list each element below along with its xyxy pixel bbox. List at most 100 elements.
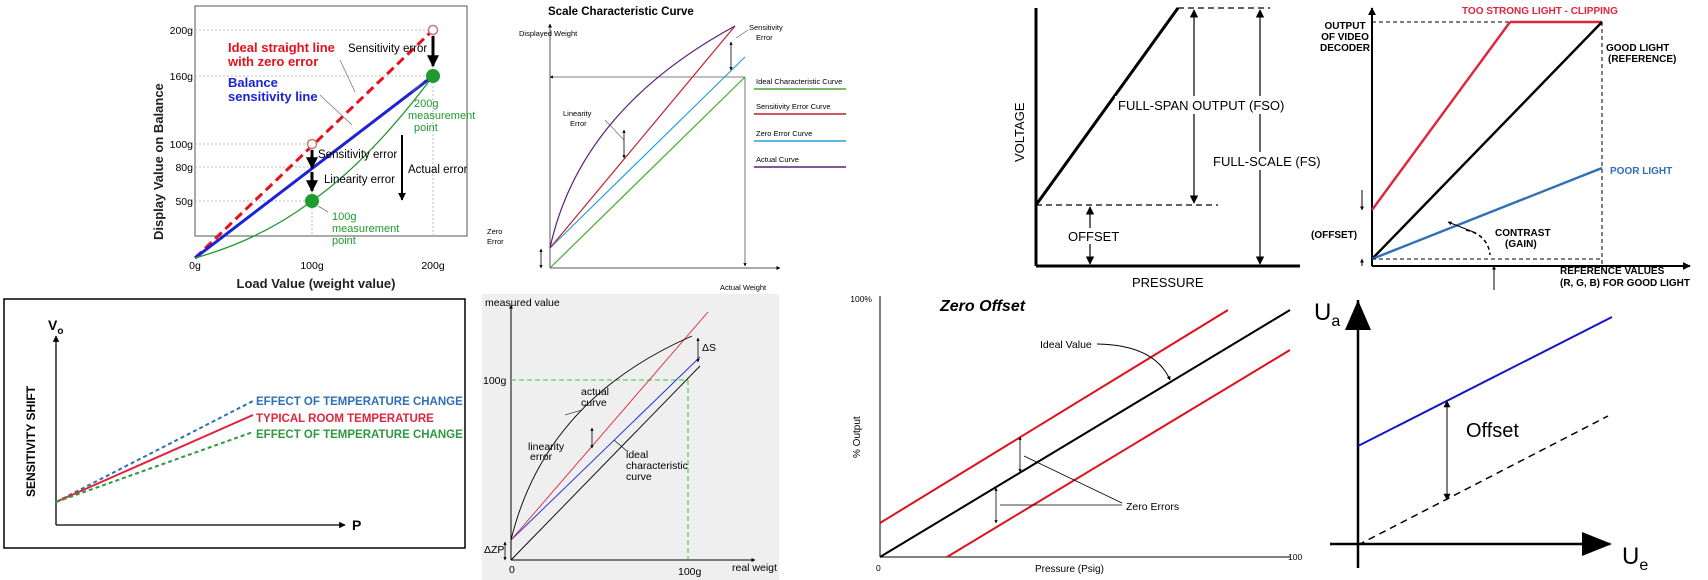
scale-zero-error-label: Zero — [487, 227, 502, 236]
scale-zero-error-label: Error — [487, 237, 504, 246]
good-light-label: (REFERENCE) — [1608, 54, 1676, 65]
balance-xlabel: Load Value (weight value) — [237, 276, 396, 291]
scale-linearity-error-label: Linearity — [563, 109, 592, 118]
fso-label: FULL-SPAN OUTPUT (FSO) — [1118, 98, 1284, 113]
legend-item-zero: Zero Error Curve — [756, 129, 812, 138]
good-light-label: GOOD LIGHT — [1606, 43, 1669, 54]
zero-y100: 100% — [850, 294, 872, 304]
zero-errors-label: Zero Errors — [1126, 501, 1179, 513]
pt100-leader — [317, 205, 329, 213]
ideal-point-200g — [427, 24, 439, 36]
video-ylabel: OUTPUT — [1324, 21, 1365, 32]
balance-line-label: Balance — [228, 75, 278, 90]
video-xlabel: REFERENCE VALUES — [1560, 266, 1665, 277]
temp-vo-label: Vo — [48, 317, 63, 337]
balance-ytick: 160g — [170, 71, 194, 83]
pt100-label: measurement — [332, 223, 399, 235]
ideal-value-pointer — [1096, 343, 1171, 381]
balance-frame — [194, 5, 468, 237]
pt100-label: point — [332, 235, 356, 247]
zero-offset-title: Zero Offset — [939, 298, 1026, 315]
video-ylabel: OF VIDEO — [1321, 32, 1369, 43]
point-100g — [305, 194, 319, 208]
zero-lower-line — [946, 349, 1291, 558]
measured-xlabel: real weigt — [732, 562, 777, 574]
contrast-label: (GAIN) — [1505, 239, 1537, 250]
zero-xlabel: Pressure (Psig) — [1035, 564, 1104, 575]
measured-actual-label: actual — [581, 386, 609, 398]
ideal-straight-line — [193, 28, 435, 260]
pt100-label: 100g — [332, 211, 356, 223]
panel-video: OUTPUT OF VIDEO DECODER TOO STRONG LIGHT… — [1311, 6, 1691, 290]
voltage-output-line — [1034, 7, 1180, 206]
actual-curve-scale — [549, 25, 736, 249]
point-200g — [426, 69, 440, 83]
voltage-xlabel: PRESSURE — [1132, 275, 1204, 290]
measured-reference-line — [510, 365, 701, 561]
offset-label: Offset — [1466, 420, 1519, 442]
temp-typical-line — [55, 414, 254, 503]
pt200-leader — [411, 79, 426, 93]
scale-linearity-error-label: Error — [570, 119, 587, 128]
scale-ylabel: Displayed Weight — [519, 29, 578, 38]
linearity-error-label: Linearity error — [324, 174, 395, 186]
video-xlabel: (R, G, B) FOR GOOD LIGHT — [1560, 278, 1690, 289]
clipping-line — [1371, 21, 1511, 211]
balance-xtick: 0g — [189, 260, 201, 272]
balance-ytick: 80g — [175, 162, 193, 174]
contrast-label: CONTRAST — [1495, 228, 1551, 239]
zero-x0: 0 — [876, 563, 881, 573]
panel-voltage: VOLTAGE PRESSURE FULL-SPAN OUTPUT (FSO) … — [1012, 7, 1321, 290]
poor-light-label: POOR LIGHT — [1610, 166, 1672, 177]
zero-ylabel: % Output — [852, 416, 863, 458]
ideal-characteristic-curve — [549, 76, 746, 269]
temp-typical-label: TYPICAL ROOM TEMPERATURE — [256, 413, 434, 425]
balance-ylabel: Display Value on Balance — [151, 83, 166, 240]
panel-temp: Vo SENSITIVITY SHIFT P EFFECT OF TEMPERA… — [3, 298, 466, 549]
voltage-ylabel: VOLTAGE — [1012, 102, 1027, 162]
measured-y100: 100g — [483, 375, 507, 387]
panel-measured: measured value real weigt 100g 0 100g ΔS… — [482, 294, 779, 580]
ideal-point-100g — [306, 138, 318, 150]
temp-effect-top-label: EFFECT OF TEMPERATURE CHANGE — [256, 396, 463, 408]
zero-error-curve — [549, 56, 746, 249]
scale-xlabel: Actual Weight — [720, 283, 767, 292]
poor-light-line — [1371, 166, 1603, 261]
zero-x100: 100 — [1288, 552, 1302, 562]
panel-scale: Scale Characteristic Curve Displayed Wei… — [487, 6, 846, 292]
pt200-label: point — [414, 122, 438, 134]
measured-ideal-label: ideal — [626, 449, 648, 461]
fs-label: FULL-SCALE (FS) — [1213, 154, 1321, 169]
temp-effect-bottom-label: EFFECT OF TEMPERATURE CHANGE — [256, 429, 463, 441]
sensitivity-error-mid-label: Sensitivity error — [318, 149, 397, 161]
zero-ideal-label: Ideal Value — [1040, 339, 1092, 351]
temp-effect-top-line — [55, 400, 254, 503]
video-offset-label: (OFFSET) — [1311, 230, 1357, 241]
ideal-line-label: Ideal straight line — [228, 40, 335, 55]
balance-leader — [319, 94, 353, 126]
legend-item-ideal: Ideal Characteristic Curve — [756, 77, 842, 86]
measured-sensitivity-line — [510, 311, 709, 541]
delta-s-label: ΔS — [702, 342, 716, 354]
temp-xlabel: P — [352, 517, 361, 533]
pt200-label: measurement — [408, 110, 475, 122]
scale-sensitivity-error-label: Sensitivity — [749, 23, 783, 32]
panel-offset: Ua Ue Offset — [1314, 299, 1648, 574]
delta-zp-label: ΔZP — [484, 544, 504, 556]
panel-zero: Zero Offset 100% % Output Pressure (Psig… — [850, 294, 1302, 575]
ue-label: Ue — [1622, 543, 1648, 574]
good-light-line — [1371, 21, 1603, 260]
measured-ideal-line — [510, 356, 701, 541]
legend-item-actual: Actual Curve — [756, 155, 799, 164]
measured-linearity-label: error — [530, 451, 553, 463]
offset-ideal-line — [1357, 415, 1609, 546]
pt200-label: 200g — [414, 98, 438, 110]
ideal-leader — [339, 59, 356, 93]
scale-sensitivity-error-label: Error — [756, 33, 773, 42]
measured-linearity-label: linearity — [528, 441, 565, 453]
balance-ytick: 100g — [170, 139, 194, 151]
balance-xtick: 200g — [421, 260, 445, 272]
actual-error-label: Actual error — [408, 164, 468, 176]
temp-ylabel: SENSITIVITY SHIFT — [24, 385, 38, 497]
